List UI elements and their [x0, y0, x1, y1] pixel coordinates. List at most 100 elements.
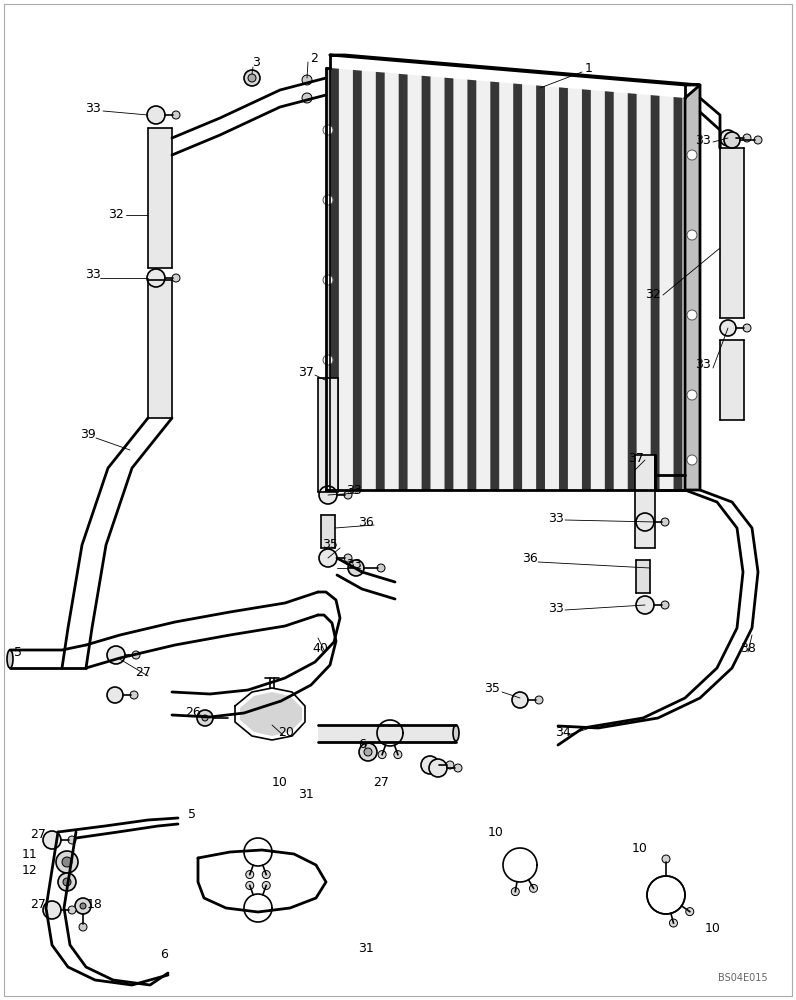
- Text: 39: 39: [80, 428, 96, 442]
- Text: 27: 27: [135, 666, 151, 678]
- Circle shape: [79, 923, 87, 931]
- Text: 10: 10: [705, 922, 721, 934]
- Circle shape: [323, 195, 333, 205]
- Circle shape: [323, 275, 333, 285]
- Circle shape: [364, 748, 372, 756]
- Circle shape: [529, 884, 537, 892]
- Text: 36: 36: [358, 516, 374, 528]
- Text: 33: 33: [85, 102, 101, 114]
- Circle shape: [323, 435, 333, 445]
- Polygon shape: [422, 76, 431, 490]
- Text: 6: 6: [160, 948, 168, 962]
- Circle shape: [512, 692, 528, 708]
- Circle shape: [687, 310, 697, 320]
- Circle shape: [720, 130, 736, 146]
- Circle shape: [319, 549, 337, 567]
- Polygon shape: [720, 340, 744, 420]
- Circle shape: [669, 919, 677, 927]
- Text: 1: 1: [585, 62, 593, 75]
- Circle shape: [58, 873, 76, 891]
- Polygon shape: [376, 72, 384, 490]
- Circle shape: [107, 687, 123, 703]
- Circle shape: [319, 486, 337, 504]
- Circle shape: [377, 564, 385, 572]
- Text: 27: 27: [30, 828, 46, 842]
- Circle shape: [323, 355, 333, 365]
- Circle shape: [378, 751, 386, 759]
- Circle shape: [202, 715, 208, 721]
- Circle shape: [687, 390, 697, 400]
- Circle shape: [421, 756, 439, 774]
- Circle shape: [661, 601, 669, 609]
- Circle shape: [754, 136, 762, 144]
- Text: 35: 35: [484, 682, 500, 694]
- Polygon shape: [240, 692, 302, 736]
- Polygon shape: [513, 83, 522, 490]
- Ellipse shape: [7, 650, 13, 668]
- Circle shape: [197, 710, 213, 726]
- Circle shape: [107, 646, 125, 664]
- Circle shape: [43, 831, 61, 849]
- Polygon shape: [330, 55, 700, 85]
- Circle shape: [172, 111, 180, 119]
- Text: 33: 33: [548, 512, 564, 524]
- Circle shape: [720, 320, 736, 336]
- Polygon shape: [537, 85, 545, 490]
- Circle shape: [68, 836, 76, 844]
- Polygon shape: [467, 80, 476, 490]
- Polygon shape: [636, 560, 650, 593]
- Polygon shape: [720, 148, 744, 318]
- Text: 26: 26: [185, 706, 201, 718]
- Circle shape: [147, 269, 165, 287]
- Circle shape: [75, 898, 91, 914]
- Text: 40: 40: [312, 642, 328, 654]
- Polygon shape: [559, 87, 568, 490]
- Text: 32: 32: [645, 288, 661, 302]
- Text: 5: 5: [188, 808, 196, 822]
- Text: 10: 10: [272, 776, 288, 788]
- Polygon shape: [318, 378, 338, 492]
- Text: 33: 33: [548, 601, 564, 614]
- Circle shape: [68, 906, 76, 914]
- Circle shape: [246, 871, 254, 879]
- Circle shape: [511, 888, 519, 896]
- Polygon shape: [444, 78, 454, 490]
- Circle shape: [262, 871, 270, 879]
- Circle shape: [132, 651, 140, 659]
- Circle shape: [147, 106, 165, 124]
- Circle shape: [244, 70, 260, 86]
- Polygon shape: [330, 68, 339, 490]
- Text: 18: 18: [87, 898, 103, 910]
- Text: 5: 5: [14, 647, 22, 660]
- Circle shape: [130, 691, 138, 699]
- Circle shape: [246, 881, 254, 889]
- Circle shape: [43, 901, 61, 919]
- Text: 20: 20: [278, 726, 294, 738]
- Circle shape: [302, 75, 312, 85]
- Polygon shape: [148, 128, 172, 268]
- Text: 34: 34: [555, 726, 571, 738]
- Text: 33: 33: [695, 359, 711, 371]
- Circle shape: [323, 125, 333, 135]
- Text: 10: 10: [632, 842, 648, 854]
- Circle shape: [661, 518, 669, 526]
- Text: 6: 6: [358, 738, 366, 752]
- Text: 37: 37: [628, 452, 644, 464]
- Circle shape: [344, 554, 352, 562]
- Polygon shape: [650, 95, 660, 490]
- Ellipse shape: [453, 725, 459, 741]
- Text: 27: 27: [373, 776, 389, 788]
- Text: 36: 36: [522, 552, 538, 564]
- Text: 31: 31: [358, 942, 374, 954]
- Polygon shape: [399, 74, 408, 490]
- Circle shape: [636, 596, 654, 614]
- Text: 37: 37: [298, 365, 314, 378]
- Circle shape: [662, 855, 670, 863]
- Text: 33: 33: [346, 558, 361, 572]
- Polygon shape: [321, 515, 335, 548]
- Circle shape: [743, 324, 751, 332]
- Text: 12: 12: [22, 863, 37, 876]
- Text: BS04E015: BS04E015: [718, 973, 767, 983]
- Circle shape: [454, 764, 462, 772]
- Polygon shape: [490, 82, 499, 490]
